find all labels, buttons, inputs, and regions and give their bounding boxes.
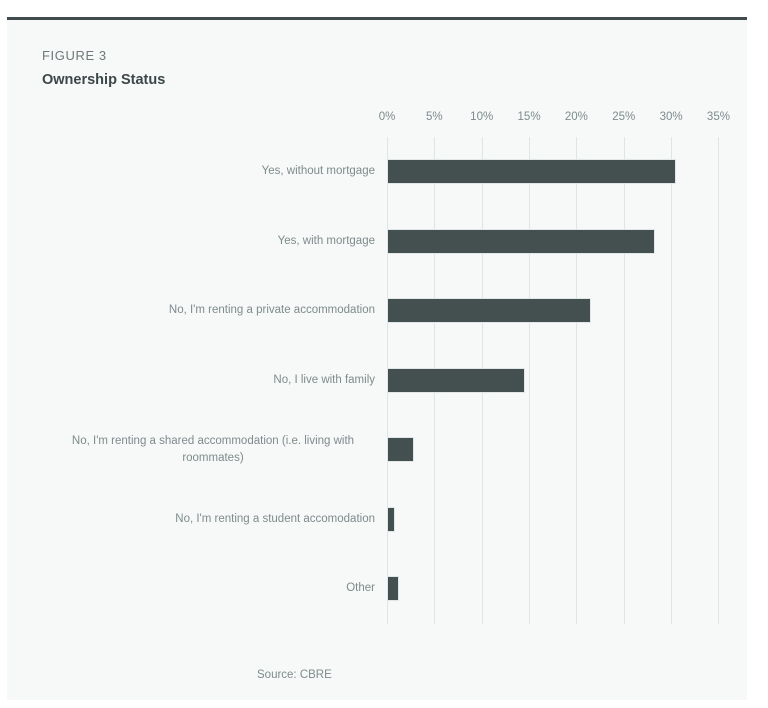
gridline-25% (623, 137, 625, 624)
source-note: Source: CBRE (257, 669, 332, 681)
x-axis-tick-label: 5% (426, 111, 443, 123)
figure-number: FIGURE 3 (42, 48, 107, 63)
x-axis-tick-label: 15% (517, 111, 541, 123)
bar-1 (387, 159, 676, 185)
gridline-35% (718, 137, 720, 624)
gridline-15% (529, 137, 531, 624)
x-axis-tick-label: 10% (470, 111, 494, 123)
bar-6 (387, 506, 395, 532)
category-label: Yes, with mortgage (277, 234, 375, 247)
x-axis-tick-label: 25% (612, 111, 636, 123)
bar-3 (387, 298, 591, 324)
category-label: No, I'm renting a shared accommodation (… (71, 435, 355, 464)
bar-5 (387, 437, 415, 463)
x-axis-tick-label: 20% (564, 111, 588, 123)
bar-2 (387, 228, 655, 254)
gridline-30% (671, 137, 673, 624)
category-label: No, I live with family (273, 373, 375, 386)
x-axis-tick-label: 35% (706, 111, 730, 123)
category-label: Yes, without mortgage (261, 165, 375, 178)
category-label: No, I'm renting a private accommodation (168, 304, 375, 317)
ownership-status-bar-chart: 0% 5% 10% 15% 20% 25% 30% 35% Yes, without mortg… (7, 20, 747, 680)
category-label: No, I'm renting a student accomodation (175, 512, 375, 525)
figure-title: Ownership Status (42, 72, 166, 88)
x-axis-tick-label: 30% (659, 111, 683, 123)
figure-card: FIGURE 3 Ownership Status 0% 5% 10% 15% 20% 2… (7, 17, 747, 700)
gridline-20% (576, 137, 578, 624)
bar-4 (387, 367, 526, 393)
category-label: Other (346, 582, 375, 595)
bar-7 (387, 576, 400, 602)
x-axis-tick-label: 0% (378, 111, 396, 123)
